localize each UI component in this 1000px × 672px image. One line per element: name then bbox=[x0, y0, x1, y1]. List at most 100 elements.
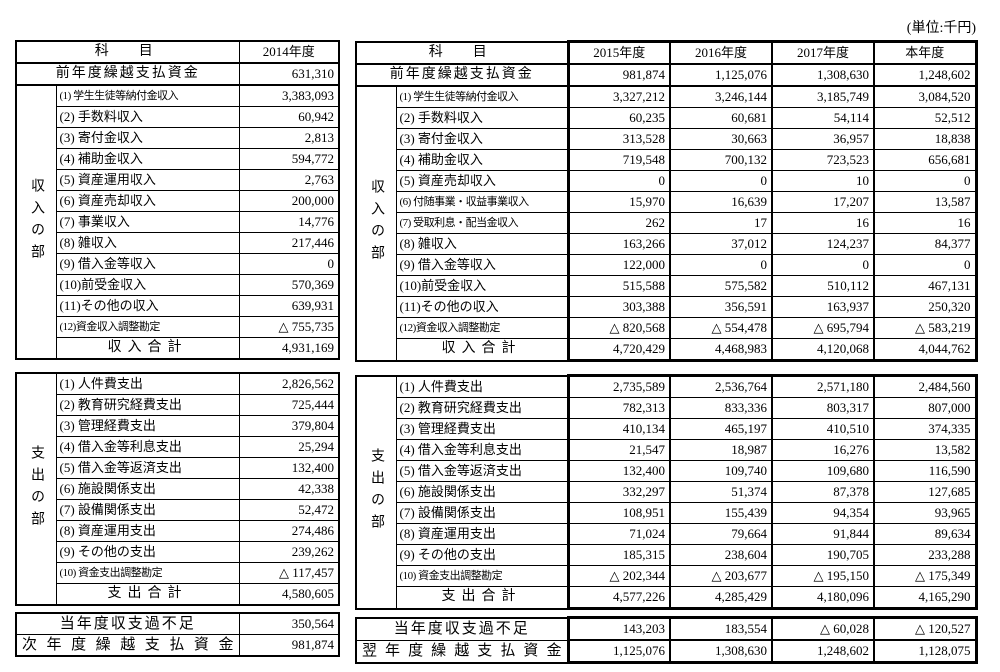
carryover-label-cell: 前年度繰越支払資金 bbox=[355, 63, 569, 87]
value-cell: 21,547 bbox=[566, 439, 671, 461]
item-label-cell: (10)前受金収入 bbox=[395, 275, 569, 297]
value-cell: 71,024 bbox=[566, 523, 671, 545]
value-cell: 465,197 bbox=[669, 418, 773, 440]
multi-year-column: 科 目 2015年度 2016年度 2017年度 本年度 前年度繰越支払資金 9… bbox=[355, 40, 978, 664]
value-cell: 2,484,560 bbox=[873, 374, 978, 398]
section-vertical-label: 支出の部 bbox=[28, 445, 44, 533]
item-label-cell: (5) 借入金等返済支出 bbox=[55, 457, 240, 479]
item-label-cell: (1) 人件費支出 bbox=[395, 375, 569, 398]
value-cell: 200,000 bbox=[238, 190, 340, 212]
item-label-cell: (2) 手数料収入 bbox=[55, 106, 240, 128]
balance-row: 当年度収支過不足 350,564 bbox=[15, 612, 340, 635]
item-row: (5) 資産運用収入 2,763 bbox=[16, 169, 340, 191]
value-cell: 233,288 bbox=[873, 544, 978, 566]
section-label-cell: 支出の部 bbox=[15, 372, 57, 606]
balance-value-cell: △ 60,028 bbox=[771, 616, 875, 641]
item-label-cell: (7) 事業収入 bbox=[55, 211, 240, 233]
item-label-cell: (9) その他の支出 bbox=[55, 541, 240, 563]
header-row: 科 目 2015年度 2016年度 2017年度 本年度 bbox=[355, 40, 978, 65]
item-label-cell: (5) 資産運用収入 bbox=[55, 169, 240, 191]
year-header-cell: 2017年度 bbox=[771, 40, 875, 65]
item-row: (9) 借入金等収入 122,000 0 0 0 bbox=[356, 254, 978, 276]
total-value-cell: 4,165,290 bbox=[873, 586, 978, 610]
item-label-cell: (1) 学生生徒等納付金収入 bbox=[55, 84, 240, 107]
value-cell: 313,528 bbox=[566, 128, 671, 150]
value-cell: 262 bbox=[566, 212, 671, 234]
value-cell: 2,571,180 bbox=[771, 374, 875, 398]
value-cell: △ 820,568 bbox=[566, 317, 671, 339]
value-cell: 60,681 bbox=[669, 107, 773, 129]
carryover-value-cell: 1,248,602 bbox=[873, 63, 978, 87]
item-label-cell: (10) 資金支出調整勘定 bbox=[395, 565, 569, 587]
value-cell: 217,446 bbox=[238, 232, 340, 254]
value-cell: 84,377 bbox=[873, 233, 978, 255]
item-row: (10) 資金支出調整勘定 △ 202,344 △ 203,677 △ 195,150… bbox=[356, 565, 978, 587]
value-cell: 0 bbox=[669, 254, 773, 276]
item-row: (11)その他の収入 639,931 bbox=[16, 295, 340, 317]
value-cell: 16,276 bbox=[771, 439, 875, 461]
next-carryover-label-cell: 翌年度繰越支払資金 bbox=[355, 639, 569, 663]
item-row: (11)その他の収入 303,388 356,591 163,937 250,320 bbox=[356, 296, 978, 318]
item-label-cell: (10)前受金収入 bbox=[55, 274, 240, 296]
year-header-cell: 2016年度 bbox=[669, 40, 773, 65]
value-cell: 42,338 bbox=[238, 478, 340, 500]
value-cell: 3,246,144 bbox=[669, 85, 773, 108]
fy2014-income-table: 科 目 2014年度 前年度繰越支払資金 631,310 収入の部 (1) 学生生… bbox=[15, 40, 340, 360]
balance-value-cell: 143,203 bbox=[566, 616, 671, 641]
year-header-cell: 本年度 bbox=[873, 40, 978, 65]
value-cell: 239,262 bbox=[238, 541, 340, 563]
item-label-cell: (9) その他の支出 bbox=[395, 544, 569, 566]
value-cell: 570,369 bbox=[238, 274, 340, 296]
item-label-cell: (1) 学生生徒等納付金収入 bbox=[395, 85, 569, 108]
total-value-cell: 4,577,226 bbox=[566, 586, 671, 610]
value-cell: △ 203,677 bbox=[669, 565, 773, 587]
item-row: (2) 手数料収入 60,235 60,681 54,114 52,512 bbox=[356, 107, 978, 129]
value-cell: 16 bbox=[771, 212, 875, 234]
value-cell: 116,590 bbox=[873, 460, 978, 482]
value-cell: 14,776 bbox=[238, 211, 340, 233]
section-vertical-label: 支出の部 bbox=[368, 448, 384, 536]
item-row: (6) 資産売却収入 200,000 bbox=[16, 190, 340, 212]
item-row: (7) 受取利息・配当金収入 262 17 16 16 bbox=[356, 212, 978, 234]
item-label-cell: (4) 借入金等利息支出 bbox=[395, 439, 569, 461]
carryover-value-cell: 1,125,076 bbox=[669, 63, 773, 87]
value-cell: 379,804 bbox=[238, 415, 340, 437]
balance-value-cell: △ 120,527 bbox=[873, 616, 978, 641]
value-cell: 10 bbox=[771, 170, 875, 192]
total-value-cell: 4,120,068 bbox=[771, 338, 875, 362]
total-label-cell: 収入合計 bbox=[55, 337, 240, 360]
value-cell: 3,084,520 bbox=[873, 85, 978, 108]
value-cell: △ 175,349 bbox=[873, 565, 978, 587]
item-label-cell: (8) 雑収入 bbox=[395, 233, 569, 255]
multi-year-expense-table: 支出の部 (1) 人件費支出 2,735,589 2,536,764 2,571,180… bbox=[355, 374, 978, 610]
value-cell: 13,582 bbox=[873, 439, 978, 461]
item-row: (6) 施設関係支出 42,338 bbox=[16, 478, 340, 500]
fy2014-expense-table: 支出の部 (1) 人件費支出 2,826,562 (2) 教育研究経費支出 725,44… bbox=[15, 372, 340, 606]
item-row: 収入の部 (1) 学生生徒等納付金収入 3,327,212 3,246,144 3,18… bbox=[355, 85, 978, 361]
value-cell: 79,664 bbox=[669, 523, 773, 545]
value-cell: 109,740 bbox=[669, 460, 773, 482]
year-header-cell: 2015年度 bbox=[566, 40, 671, 65]
value-cell: 91,844 bbox=[771, 523, 875, 545]
value-cell: 2,536,764 bbox=[669, 374, 773, 398]
balance-value-cell: 183,554 bbox=[669, 616, 773, 641]
item-row: (9) その他の支出 239,262 bbox=[16, 541, 340, 563]
value-cell: 18,838 bbox=[873, 128, 978, 150]
value-cell: 89,634 bbox=[873, 523, 978, 545]
section-label-cell: 収入の部 bbox=[15, 84, 57, 360]
value-cell: 303,388 bbox=[566, 296, 671, 318]
section-label-cell: 収入の部 bbox=[355, 85, 397, 361]
item-label-cell: (9) 借入金等収入 bbox=[55, 253, 240, 275]
item-label-cell: (4) 借入金等利息支出 bbox=[55, 436, 240, 458]
carryover-row: 前年度繰越支払資金 981,874 1,125,076 1,308,630 1,… bbox=[355, 63, 978, 87]
value-cell: 163,266 bbox=[566, 233, 671, 255]
value-cell: 2,813 bbox=[238, 127, 340, 149]
item-label-cell: (1) 人件費支出 bbox=[55, 372, 240, 395]
item-label-cell: (12)資金収入調整勘定 bbox=[395, 317, 569, 339]
item-row: (8) 雑収入 163,266 37,012 124,237 84,377 bbox=[356, 233, 978, 255]
section-vertical-label: 収入の部 bbox=[368, 179, 384, 268]
value-cell: 16,639 bbox=[669, 191, 773, 213]
balance-value-cell: 350,564 bbox=[238, 612, 340, 635]
section-label-cell: 支出の部 bbox=[355, 375, 397, 609]
